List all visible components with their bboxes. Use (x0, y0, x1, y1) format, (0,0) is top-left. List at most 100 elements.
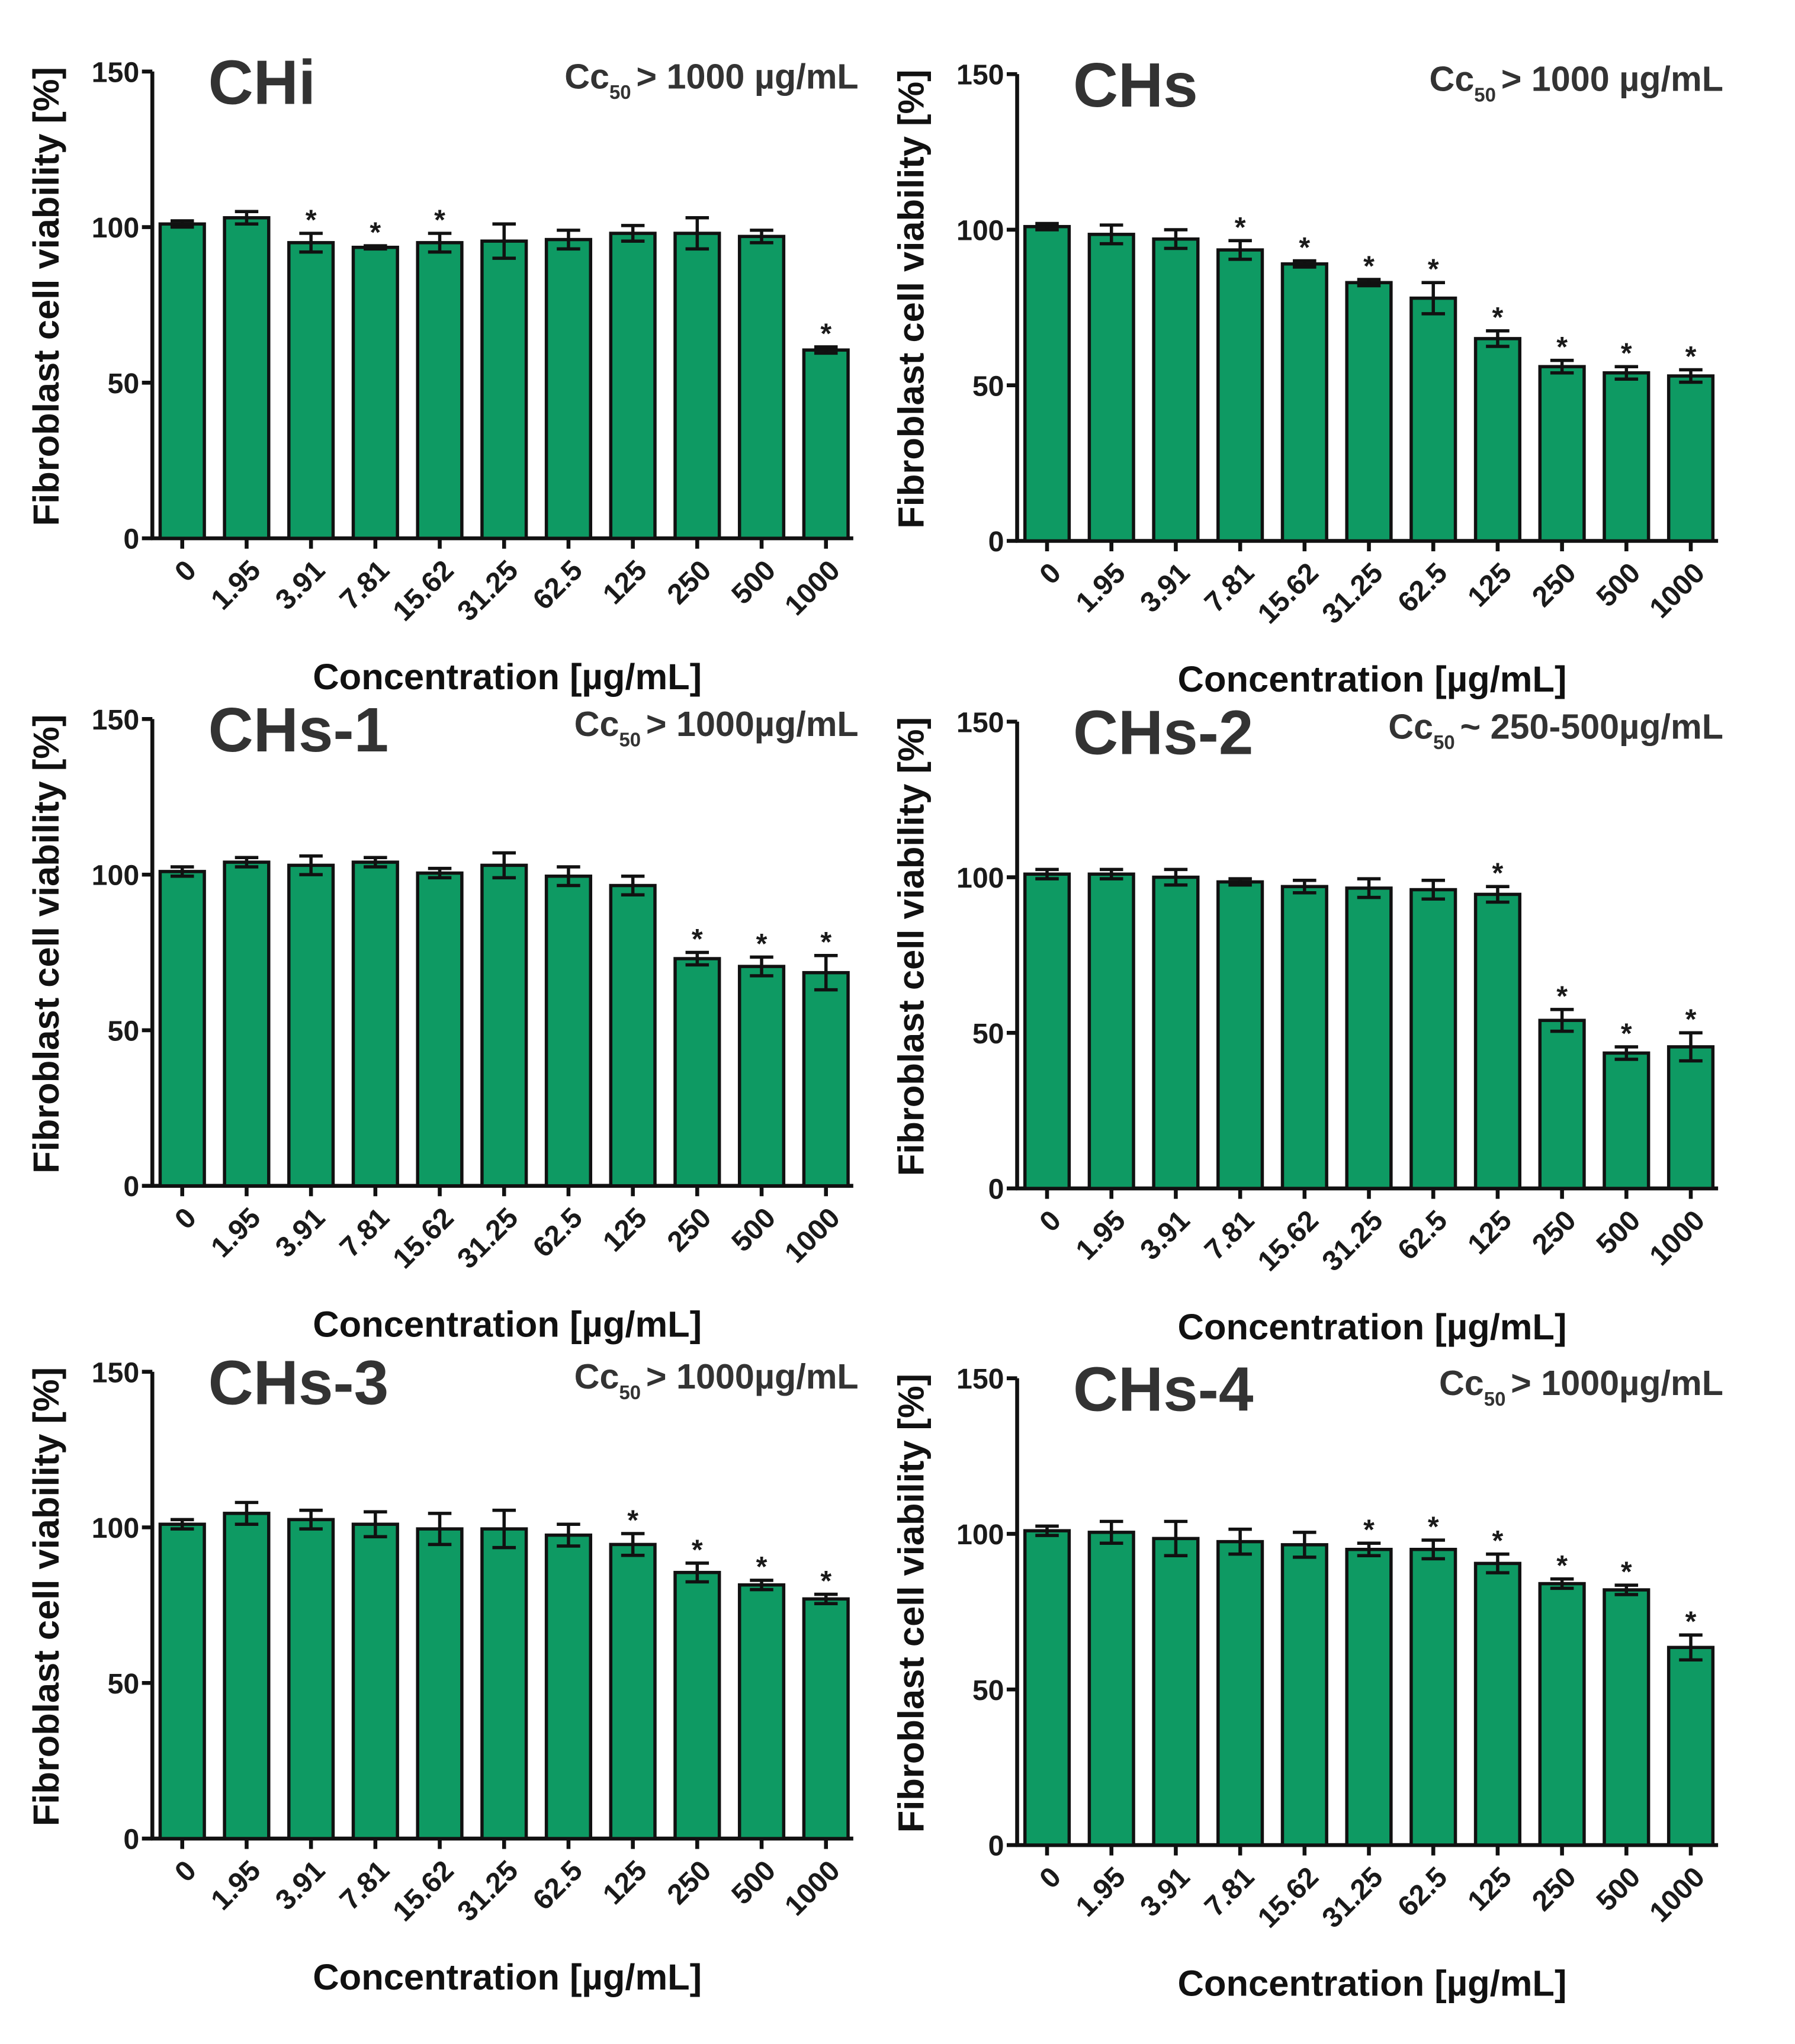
x-tick-label: 0 (169, 1201, 203, 1235)
significance-marker: * (1235, 211, 1246, 243)
y-tick-label: 0 (988, 1830, 1004, 1862)
bar-1000 (1666, 1045, 1715, 1190)
bar-62.5 (1409, 296, 1457, 543)
bar-15.62 (416, 871, 464, 1188)
cc50-subscript: 50 (1474, 83, 1496, 105)
bar-500 (737, 234, 786, 540)
bar-7.81 (351, 245, 399, 540)
x-tick-label: 0 (1033, 557, 1067, 590)
bar-500 (1603, 1588, 1650, 1847)
significance-marker: * (692, 923, 703, 955)
x-tick-label: 125 (597, 554, 653, 610)
x-tick-label: 7.81 (1199, 557, 1261, 619)
chart-title: CHs (1073, 51, 1198, 120)
significance-marker: * (756, 928, 768, 960)
y-tick-label: 150 (956, 59, 1004, 91)
bar-500 (737, 965, 786, 1188)
significance-marker: * (1363, 1514, 1375, 1546)
x-axis-label: Concentration [µg/mL] (1178, 1963, 1567, 2004)
y-tick-label: 100 (92, 1512, 140, 1544)
x-tick-label: 1.95 (205, 1855, 267, 1917)
x-tick-label: 500 (725, 1201, 782, 1258)
y-tick-label: 100 (92, 212, 140, 244)
bar-0 (158, 222, 206, 540)
x-tick-label: 3.91 (269, 554, 332, 616)
y-axis-label: Fibroblast cell viability [%] (891, 717, 932, 1176)
y-tick-label: 150 (92, 704, 140, 736)
x-tick-label: 1000 (779, 554, 846, 622)
bar-250 (673, 1570, 721, 1840)
significance-marker: * (1685, 1004, 1697, 1036)
bar-1.95 (1087, 233, 1135, 543)
bar-500 (737, 1583, 786, 1840)
bar-15.62 (416, 1527, 464, 1840)
cc50-annotation: Cc50 ~ 250-500µg/mL (1388, 706, 1723, 753)
x-tick-label: 250 (1526, 557, 1582, 613)
x-tick-label: 0 (1033, 1204, 1067, 1238)
x-tick-label: 62.5 (526, 1201, 589, 1264)
bar-7.81 (1216, 248, 1264, 543)
significance-marker: * (1556, 331, 1568, 363)
y-tick-label: 0 (988, 526, 1004, 558)
cc50-annotation: Cc50 > 1000 µg/mL (1430, 59, 1723, 106)
significance-marker: * (820, 926, 831, 958)
cc50-value: > 1000µg/mL (646, 704, 859, 744)
cc50-annotation: Cc50 > 1000µg/mL (1439, 1363, 1723, 1410)
bar-250 (1538, 1582, 1586, 1847)
x-tick-label: 500 (1590, 1204, 1646, 1261)
x-tick-label: 31.25 (1316, 557, 1389, 630)
x-tick-label: 250 (1526, 1861, 1582, 1917)
x-tick-label: 250 (661, 1201, 717, 1258)
x-tick-label: 62.5 (1392, 1861, 1454, 1923)
y-tick-label: 100 (956, 215, 1004, 247)
bar-250 (1538, 365, 1586, 543)
cc50-main: Cc (1430, 59, 1475, 99)
y-axis-label: Fibroblast cell viability [%] (891, 1374, 932, 1833)
bar-0 (1023, 224, 1071, 543)
x-tick-label: 7.81 (333, 1201, 396, 1264)
bar-62.5 (544, 875, 593, 1188)
chart-title: CHs-1 (208, 696, 389, 765)
x-tick-label: 31.25 (1316, 1861, 1389, 1934)
cc50-main: Cc (574, 704, 619, 744)
cc50-subscript: 50 (1433, 731, 1455, 753)
x-tick-label: 1.95 (205, 1201, 267, 1264)
y-tick-label: 50 (972, 370, 1004, 402)
x-tick-label: 125 (597, 1855, 653, 1911)
bar-1000 (802, 970, 850, 1188)
y-tick-label: 50 (108, 368, 140, 400)
bar-15.62 (1280, 1543, 1328, 1847)
bar-7.81 (351, 1522, 399, 1840)
bar-125 (1473, 892, 1521, 1190)
bar-250 (1538, 1018, 1586, 1190)
y-tick-label: 50 (972, 1675, 1004, 1706)
significance-marker: * (1556, 980, 1568, 1012)
bar-1.95 (223, 1512, 271, 1840)
cc50-subscript: 50 (609, 81, 631, 103)
bar-1.95 (1087, 1531, 1135, 1847)
x-tick-label: 7.81 (1199, 1204, 1261, 1267)
bar-1.95 (223, 860, 271, 1188)
x-tick-label: 0 (1033, 1861, 1067, 1895)
cc50-value: ~ 250-500µg/mL (1460, 706, 1723, 746)
x-tick-label: 250 (661, 554, 717, 610)
x-tick-label: 1.95 (1070, 1861, 1132, 1923)
bar-250 (673, 957, 721, 1188)
bar-31.25 (1345, 1547, 1393, 1847)
x-tick-label: 1000 (1643, 557, 1711, 624)
bar-3.91 (1152, 237, 1200, 543)
bar-62.5 (544, 237, 593, 540)
significance-marker: * (1363, 250, 1375, 282)
chart-title: CHs-4 (1073, 1355, 1254, 1425)
x-tick-label: 500 (725, 1855, 782, 1911)
y-axis-label: Fibroblast cell viability [%] (26, 67, 67, 526)
x-tick-label: 15.62 (387, 1201, 460, 1275)
cc50-main: Cc (1439, 1363, 1484, 1403)
x-tick-label: 62.5 (1392, 1204, 1454, 1267)
x-tick-label: 31.25 (1316, 1204, 1389, 1278)
significance-marker: * (627, 1504, 638, 1536)
bar-7.81 (351, 860, 399, 1188)
y-tick-label: 50 (108, 1668, 140, 1700)
x-tick-label: 1000 (779, 1855, 846, 1922)
